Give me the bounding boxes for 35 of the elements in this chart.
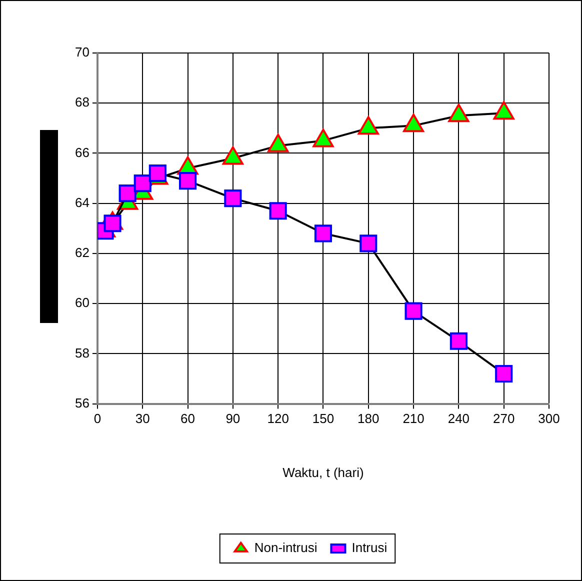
x-axis-title: Waktu, t (hari) <box>282 464 364 480</box>
y-tick-label: 70 <box>74 44 90 60</box>
y-tick-label: 62 <box>74 245 90 260</box>
y-tick-label: 66 <box>74 144 90 160</box>
x-tick-label: 180 <box>358 411 380 426</box>
x-tick-label: 30 <box>135 411 150 426</box>
legend-label: Intrusi <box>352 540 388 556</box>
x-tick-label: 300 <box>538 411 560 426</box>
x-tick-label: 150 <box>312 411 334 426</box>
point <box>493 101 514 120</box>
point <box>495 364 513 383</box>
point <box>222 146 244 165</box>
point <box>312 128 334 148</box>
x-tick-label: 270 <box>492 411 515 426</box>
x-tick-label: 120 <box>267 411 289 426</box>
y-tick-label: 60 <box>74 295 90 310</box>
y-tick-label: 64 <box>74 194 90 210</box>
point <box>268 134 289 152</box>
y-tick-label: 58 <box>74 345 90 360</box>
y-tick-label: 56 <box>74 395 90 410</box>
point <box>358 116 379 135</box>
legend-label: Non-intrusi <box>254 540 318 556</box>
x-tick-label: 0 <box>94 411 102 426</box>
point <box>314 224 332 242</box>
point <box>404 302 422 320</box>
point <box>403 114 424 132</box>
x-tick-label: 210 <box>402 411 424 426</box>
point <box>104 214 122 232</box>
point <box>448 104 470 122</box>
y-tick-label: 68 <box>74 94 90 110</box>
x-tick-label: 90 <box>226 411 240 426</box>
point <box>360 234 378 252</box>
x-tick-label: 60 <box>180 411 195 426</box>
x-tick-label: 240 <box>448 411 470 426</box>
point <box>450 332 468 350</box>
